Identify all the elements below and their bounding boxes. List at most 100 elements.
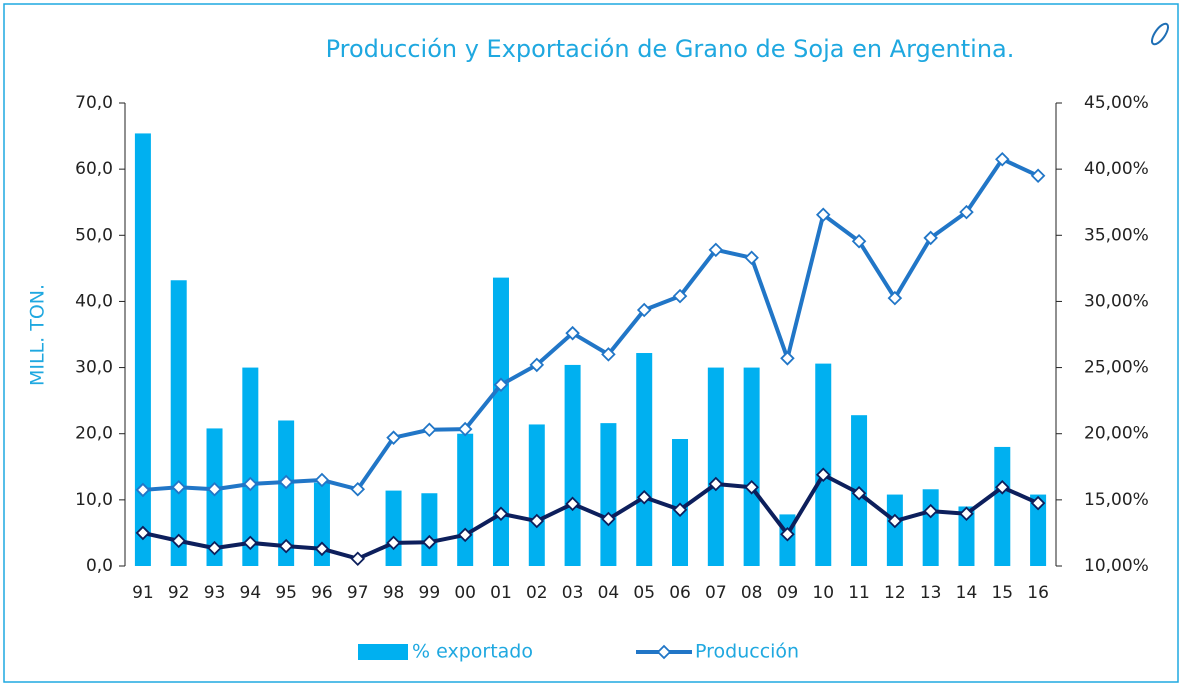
x-tick-label: 07 (705, 583, 727, 603)
marker (135, 482, 151, 498)
x-tick-label: 96 (311, 583, 333, 603)
y2-tick-label: 30,00% (1084, 291, 1149, 311)
x-tick-label: 12 (884, 583, 906, 603)
x-tick-label: 16 (1027, 583, 1049, 603)
marker (744, 480, 759, 495)
x-tick-label: 13 (920, 583, 942, 603)
marker (493, 506, 509, 522)
y2-tick-label: 25,00% (1084, 358, 1149, 378)
x-tick-label: 01 (490, 583, 512, 603)
x-tick-label: 97 (347, 583, 369, 603)
y-tick-label: 10,0 (75, 490, 113, 510)
marker (887, 513, 903, 529)
x-tick-label: 95 (275, 583, 297, 603)
legend-swatch (358, 644, 408, 660)
marker (995, 151, 1010, 167)
bar (1030, 494, 1047, 566)
x-tick-label: 10 (812, 583, 834, 603)
bar (922, 489, 939, 566)
marker (493, 377, 509, 393)
bar (492, 277, 509, 566)
x-tick-label: 04 (598, 583, 620, 603)
x-tick-label: 94 (240, 583, 262, 603)
bar (564, 364, 581, 566)
marker (959, 506, 974, 522)
marker (601, 511, 616, 527)
marker (565, 496, 580, 512)
y2-tick-label: 15,00% (1084, 490, 1149, 510)
marker (815, 467, 831, 482)
marker (207, 482, 222, 497)
marker (207, 540, 222, 556)
bar (421, 493, 438, 566)
marker (1030, 168, 1046, 184)
y2-tick-label: 10,00% (1084, 556, 1149, 576)
marker (565, 325, 580, 341)
marker (708, 242, 724, 258)
y-tick-label: 30,0 (75, 358, 113, 378)
marker (350, 551, 366, 566)
y-tick-label: 20,0 (75, 424, 113, 444)
marker (815, 207, 831, 223)
bar (600, 423, 617, 566)
x-tick-label: 06 (669, 583, 691, 603)
marker (278, 538, 294, 554)
marker (636, 489, 652, 505)
marker (851, 233, 867, 249)
y2-tick-label: 40,00% (1084, 159, 1149, 179)
x-tick-label: 91 (132, 583, 154, 603)
y2-tick-label: 35,00% (1084, 225, 1149, 245)
marker (995, 480, 1010, 495)
marker (529, 357, 545, 373)
bar (313, 482, 330, 566)
marker (386, 430, 401, 445)
marker (386, 535, 401, 551)
marker (457, 421, 473, 437)
bar (242, 367, 259, 566)
marker (780, 351, 795, 366)
x-tick-label: 00 (454, 583, 476, 603)
x-tick-label: 98 (383, 583, 405, 603)
bar (994, 446, 1011, 566)
y-tick-label: 70,0 (75, 93, 113, 113)
x-tick-label: 08 (741, 583, 763, 603)
bar (170, 280, 187, 566)
y-axis-label: MILL. TON. (27, 284, 49, 386)
marker (780, 526, 795, 542)
marker (278, 474, 294, 490)
bar (206, 428, 223, 566)
x-tick-label: 15 (991, 583, 1013, 603)
bar (707, 367, 724, 566)
marker (422, 422, 437, 438)
bar (134, 133, 151, 566)
bar (743, 367, 760, 566)
bar (278, 420, 295, 566)
x-tick-label: 11 (848, 583, 870, 603)
bar (636, 353, 653, 566)
x-tick-label: 05 (633, 583, 655, 603)
y-tick-label: 0,0 (86, 556, 113, 576)
corner-icon (1150, 22, 1170, 46)
x-tick-label: 09 (777, 583, 799, 603)
x-tick-label: 14 (956, 583, 978, 603)
marker (243, 476, 258, 492)
marker (243, 535, 258, 551)
marker (171, 480, 186, 495)
marker (529, 513, 545, 529)
bar (958, 506, 975, 566)
marker (851, 485, 867, 501)
marker (422, 534, 437, 550)
marker (601, 347, 616, 362)
marker (744, 250, 759, 266)
marker (672, 288, 688, 304)
marker (457, 527, 473, 543)
bar (385, 490, 402, 566)
y2-tick-label: 20,00% (1084, 424, 1149, 444)
y-tick-label: 50,0 (75, 225, 113, 245)
marker (636, 302, 652, 318)
bar (886, 494, 903, 566)
marker (959, 204, 974, 220)
marker (923, 230, 938, 246)
x-tick-label: 93 (204, 583, 226, 603)
